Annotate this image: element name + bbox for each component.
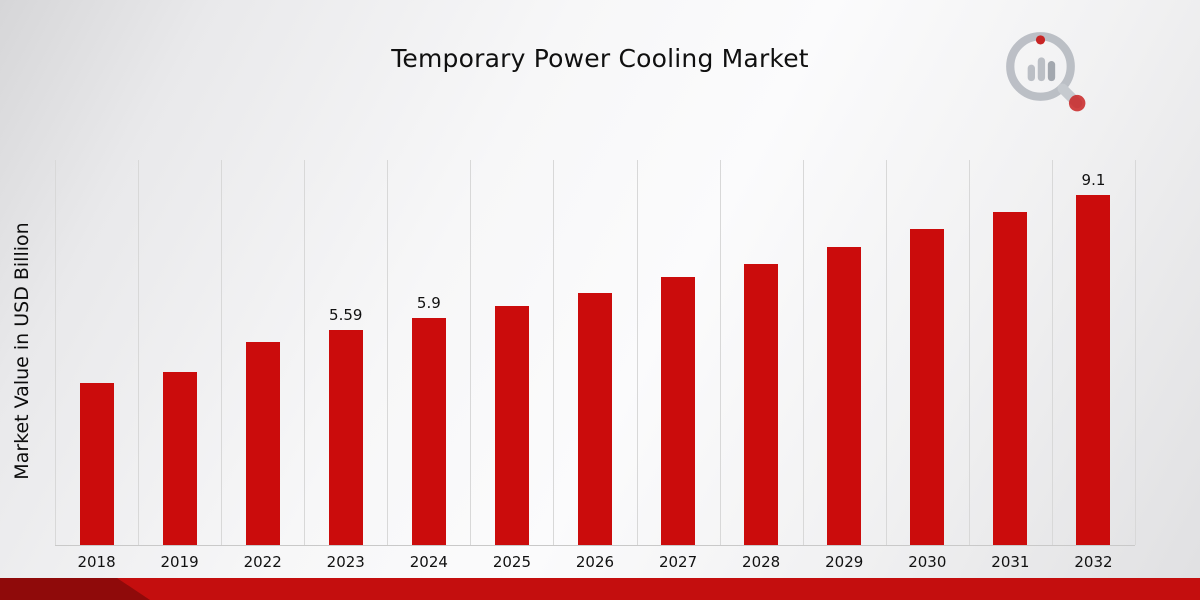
x-tick-label: 2023 [326, 553, 365, 571]
bar-value-label: 9.1 [1081, 171, 1106, 189]
gridline [886, 160, 887, 545]
bar-2023 [328, 330, 363, 545]
gridline [387, 160, 388, 545]
x-tick-label: 2026 [575, 553, 615, 571]
bar-2032 [1076, 195, 1111, 545]
gridline [138, 160, 139, 545]
category-cell: 2018 [55, 160, 138, 571]
gridline [304, 160, 305, 545]
x-axis-line [55, 545, 1135, 546]
bar-2025 [494, 306, 529, 545]
x-tick-label: 2024 [409, 553, 448, 571]
gridline [969, 160, 970, 545]
gridline [55, 160, 56, 545]
bar-value-label: 5.59 [329, 306, 363, 324]
chart-title: Temporary Power Cooling Market [391, 44, 809, 73]
category-cell: 5.9 2024 [387, 160, 470, 571]
category-cell: 2025 [470, 160, 553, 571]
x-tick-label: 2031 [991, 553, 1030, 571]
plot-area: 2018 2019 2022 5.59 2023 5.9 2024 2025 2026 2027 2… [55, 160, 1136, 571]
x-tick-label: 2025 [492, 553, 531, 571]
category-cell: 2026 [553, 160, 636, 571]
bar-2024 [411, 318, 446, 545]
bar-2018 [79, 383, 114, 545]
x-tick-label: 2022 [243, 553, 282, 571]
bar-2029 [827, 247, 862, 545]
gridline [553, 160, 554, 545]
category-cell: 2027 [637, 160, 720, 571]
category-cell: 2028 [720, 160, 803, 571]
bar-2022 [245, 342, 280, 545]
footer-band [0, 578, 1200, 600]
category-cell: 2031 [969, 160, 1052, 571]
category-cell: 2019 [138, 160, 221, 571]
x-tick-label: 2029 [825, 553, 864, 571]
x-tick-label: 2030 [908, 553, 947, 571]
gridline [221, 160, 222, 545]
gridline [720, 160, 721, 545]
bar-2030 [910, 229, 945, 545]
footer-accent [0, 578, 150, 600]
gridline [1135, 160, 1136, 545]
x-tick-label: 2028 [742, 553, 781, 571]
bar-2028 [744, 264, 779, 545]
category-cell: 9.1 2032 [1052, 160, 1135, 571]
bar-value-label: 5.9 [416, 294, 441, 312]
bar-2019 [162, 372, 197, 545]
x-tick-label: 2018 [77, 553, 116, 571]
brand-logo-magnifier-chart-icon [1000, 28, 1092, 116]
x-tick-label: 2032 [1074, 553, 1113, 571]
bar-2026 [577, 293, 612, 545]
y-axis-label: Market Value in USD Billion [11, 222, 33, 480]
gridline [470, 160, 471, 545]
category-cell: 2029 [803, 160, 886, 571]
x-tick-label: 2019 [160, 553, 199, 571]
category-cell: 2030 [886, 160, 969, 571]
bar-2027 [661, 277, 696, 545]
bar-2031 [993, 212, 1028, 545]
gridline [1052, 160, 1053, 545]
category-cell: 2022 [221, 160, 304, 571]
x-tick-label: 2027 [658, 553, 698, 571]
gridline [803, 160, 804, 545]
category-cell: 5.59 2023 [304, 160, 387, 571]
gridline [637, 160, 638, 545]
